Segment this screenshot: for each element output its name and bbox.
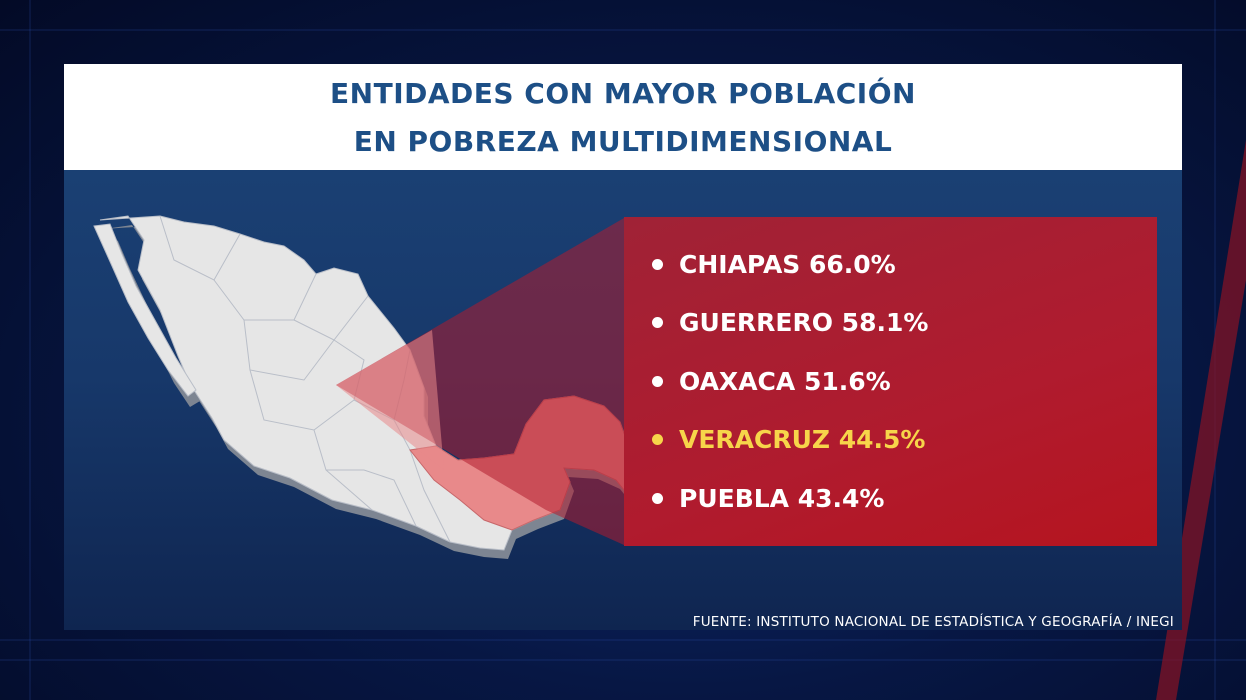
bullet-icon bbox=[652, 317, 663, 329]
bullet-icon bbox=[652, 492, 663, 504]
bullet-icon bbox=[652, 434, 663, 446]
baja-california bbox=[93, 223, 197, 397]
list-item-label: CHIAPAS 66.0% bbox=[679, 249, 896, 279]
list-item-veracruz: VERACRUZ 44.5% bbox=[652, 411, 1157, 470]
poverty-list: CHIAPAS 66.0% GUERRERO 58.1% OAXACA 51.6… bbox=[624, 217, 1157, 528]
projection-wedge bbox=[336, 218, 624, 545]
list-item-chiapas: CHIAPAS 66.0% bbox=[652, 235, 1157, 294]
list-item-puebla: PUEBLA 43.4% bbox=[652, 469, 1157, 528]
bullet-icon bbox=[652, 258, 663, 270]
list-item-label: VERACRUZ 44.5% bbox=[679, 425, 926, 455]
mexico-map bbox=[93, 215, 634, 559]
list-item-oaxaca: OAXACA 51.6% bbox=[652, 352, 1157, 411]
title-bar: ENTIDADES CON MAYOR POBLACIÓN EN POBREZA… bbox=[64, 64, 1182, 170]
source-caption: FUENTE: INSTITUTO NACIONAL DE ESTADÍSTIC… bbox=[692, 614, 1174, 630]
list-item-label: GUERRERO 58.1% bbox=[679, 308, 929, 338]
list-item-label: PUEBLA 43.4% bbox=[679, 483, 885, 513]
title-line-1: ENTIDADES CON MAYOR POBLACIÓN bbox=[330, 77, 916, 110]
bullet-icon bbox=[652, 375, 663, 387]
title-line-2: EN POBREZA MULTIDIMENSIONAL bbox=[353, 125, 893, 158]
list-item-label: OAXACA 51.6% bbox=[679, 366, 891, 396]
list-item-guerrero: GUERRERO 58.1% bbox=[652, 294, 1157, 353]
infographic-panel: ENTIDADES CON MAYOR POBLACIÓN EN POBREZA… bbox=[64, 64, 1182, 630]
poverty-list-box: CHIAPAS 66.0% GUERRERO 58.1% OAXACA 51.6… bbox=[624, 217, 1157, 546]
